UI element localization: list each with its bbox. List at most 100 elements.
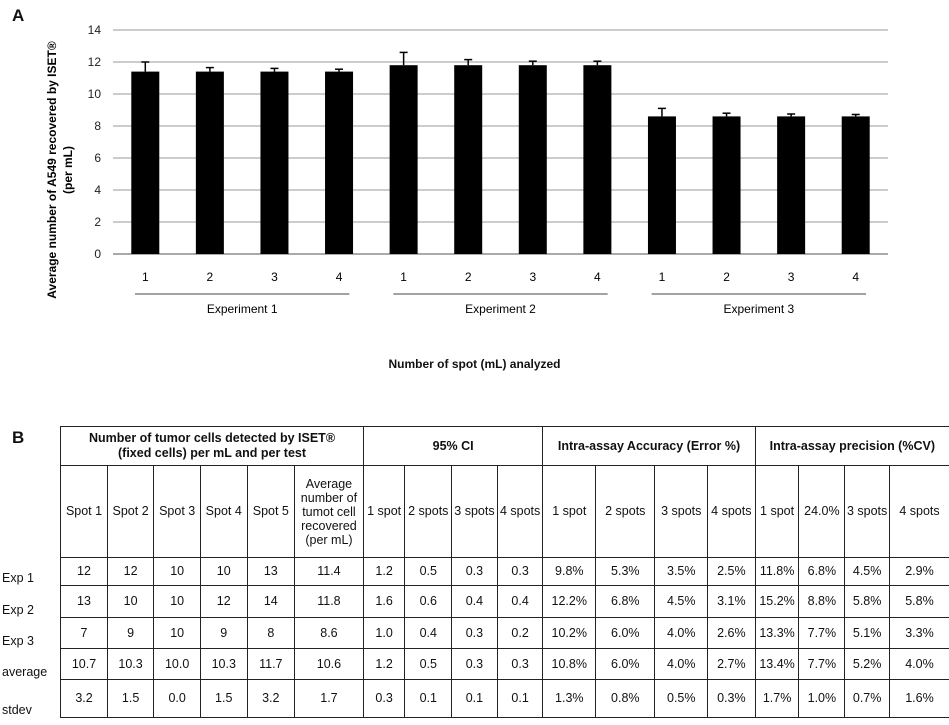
table-cell: 3.3% xyxy=(888,617,949,649)
x-tick-label: 2 xyxy=(723,270,730,284)
table-cell: 1.0% xyxy=(798,679,846,718)
x-tick-label: 3 xyxy=(271,270,278,284)
table-cell: 0.3 xyxy=(362,679,406,718)
table-cell: 4.0% xyxy=(888,648,949,680)
table-cell: 1.2 xyxy=(362,557,406,586)
bar xyxy=(518,65,547,254)
subheader-average-line: Average xyxy=(305,476,353,491)
header-tumor-line2: (fixed cells) per mL and per test xyxy=(118,446,307,460)
x-tick-label: 2 xyxy=(207,270,214,284)
table-cell: 13 xyxy=(246,557,296,586)
x-tick-label: 1 xyxy=(659,270,666,284)
table-cell: 0.8% xyxy=(595,679,656,718)
group-label: Experiment 1 xyxy=(207,302,278,316)
panel-a-letter: A xyxy=(12,6,25,25)
group-label: Experiment 3 xyxy=(723,302,794,316)
bar xyxy=(325,71,354,254)
table-cell: 0.3 xyxy=(451,648,498,680)
table-cell: 0.2 xyxy=(496,617,544,649)
table-cell: 7.7% xyxy=(798,648,846,680)
subheader: Spot 5 xyxy=(246,465,296,558)
table-cell: 9.8% xyxy=(542,557,597,586)
table-cell: 8.8% xyxy=(798,585,846,618)
table-cell: 3.2 xyxy=(60,679,108,718)
table-cell: 11.7 xyxy=(246,648,296,680)
x-tick-label: 1 xyxy=(400,270,407,284)
bar xyxy=(841,116,870,255)
subheader-average-line: tumot cell xyxy=(302,504,356,519)
x-tick-label: 3 xyxy=(529,270,536,284)
table-cell: 0.3 xyxy=(451,557,498,586)
y-tick-label: 2 xyxy=(94,215,101,229)
row-label: stdev xyxy=(2,702,32,717)
table-cell: 5.3% xyxy=(595,557,656,586)
table-cell: 11.4 xyxy=(294,557,364,586)
y-tick-label: 6 xyxy=(94,151,101,165)
subheader-average-line: recovered xyxy=(301,518,357,533)
panel-b-letter: B xyxy=(12,428,25,447)
table-cell: 6.0% xyxy=(595,648,656,680)
table-cell: 0.1 xyxy=(451,679,498,718)
table-cell: 5.8% xyxy=(844,585,890,618)
table-cell: 7.7% xyxy=(798,617,846,649)
subheader: 3 spots xyxy=(844,465,890,558)
subheader: 2 spots xyxy=(595,465,656,558)
table-cell: 5.8% xyxy=(888,585,949,618)
x-tick-label: 4 xyxy=(852,270,859,284)
table-cell: 10.2% xyxy=(542,617,597,649)
subheader: 3 spots xyxy=(654,465,709,558)
table-cell: 9 xyxy=(199,617,248,649)
table-cell: 0.4 xyxy=(496,585,544,618)
table-cell: 13.4% xyxy=(754,648,800,680)
table-cell: 1.7% xyxy=(754,679,800,718)
y-tick-label: 0 xyxy=(94,247,101,261)
table-cell: 4.5% xyxy=(844,557,890,586)
table-cell: 0.3% xyxy=(707,679,756,718)
table-cell: 1.3% xyxy=(542,679,597,718)
x-tick-label: 3 xyxy=(788,270,795,284)
row-label: Exp 2 xyxy=(2,602,34,617)
table-cell: 6.8% xyxy=(595,585,656,618)
table-cell: 15.2% xyxy=(754,585,800,618)
table-cell: 4.5% xyxy=(654,585,709,618)
subheader: 4 spots xyxy=(496,465,544,558)
subheader: 4 spots xyxy=(888,465,949,558)
table-cell: 0.3 xyxy=(496,648,544,680)
table-cell: 0.6 xyxy=(404,585,453,618)
corner-cell xyxy=(0,427,61,466)
table-cell: 10.3 xyxy=(106,648,155,680)
table-cell: 7 xyxy=(60,617,108,649)
table-cell: 0.4 xyxy=(404,617,453,649)
table-cell: 0.3 xyxy=(496,557,544,586)
table-cell: 1.7 xyxy=(294,679,364,718)
header-precision: Intra-assay precision (%CV) xyxy=(754,426,949,466)
table-cell: 1.0 xyxy=(362,617,406,649)
table-cell: 8 xyxy=(246,617,296,649)
subheader: Spot 4 xyxy=(199,465,248,558)
y-tick-label: 4 xyxy=(94,183,101,197)
header-tumor-line1: Number of tumor cells detected by ISET® xyxy=(88,431,336,445)
subheader: Spot 3 xyxy=(153,465,201,558)
table-cell: 0.5 xyxy=(404,648,453,680)
bar xyxy=(195,71,224,254)
table-cell: 4.0% xyxy=(654,648,709,680)
table-cell: 2.6% xyxy=(707,617,756,649)
table-cell: 10.8% xyxy=(542,648,597,680)
y-tick-label: 10 xyxy=(88,87,102,101)
y-tick-label: 12 xyxy=(88,55,102,69)
table-cell: 0.3 xyxy=(451,617,498,649)
table-cell: 4.0% xyxy=(654,617,709,649)
table-cell: 11.8% xyxy=(754,557,800,586)
header-ci: 95% CI xyxy=(362,426,544,466)
table-cell: 1.5 xyxy=(106,679,155,718)
table-cell: 12 xyxy=(106,557,155,586)
table-cell: 12 xyxy=(60,557,108,586)
subheader: Spot 1 xyxy=(60,465,108,558)
table-cell: 1.2 xyxy=(362,648,406,680)
subheader: 3 spots xyxy=(451,465,498,558)
group-label: Experiment 2 xyxy=(465,302,536,316)
table-cell: 2.9% xyxy=(888,557,949,586)
table-cell: 10 xyxy=(106,585,155,618)
y-axis-title-line2: (per mL) xyxy=(61,146,75,194)
table-cell: 10.3 xyxy=(199,648,248,680)
